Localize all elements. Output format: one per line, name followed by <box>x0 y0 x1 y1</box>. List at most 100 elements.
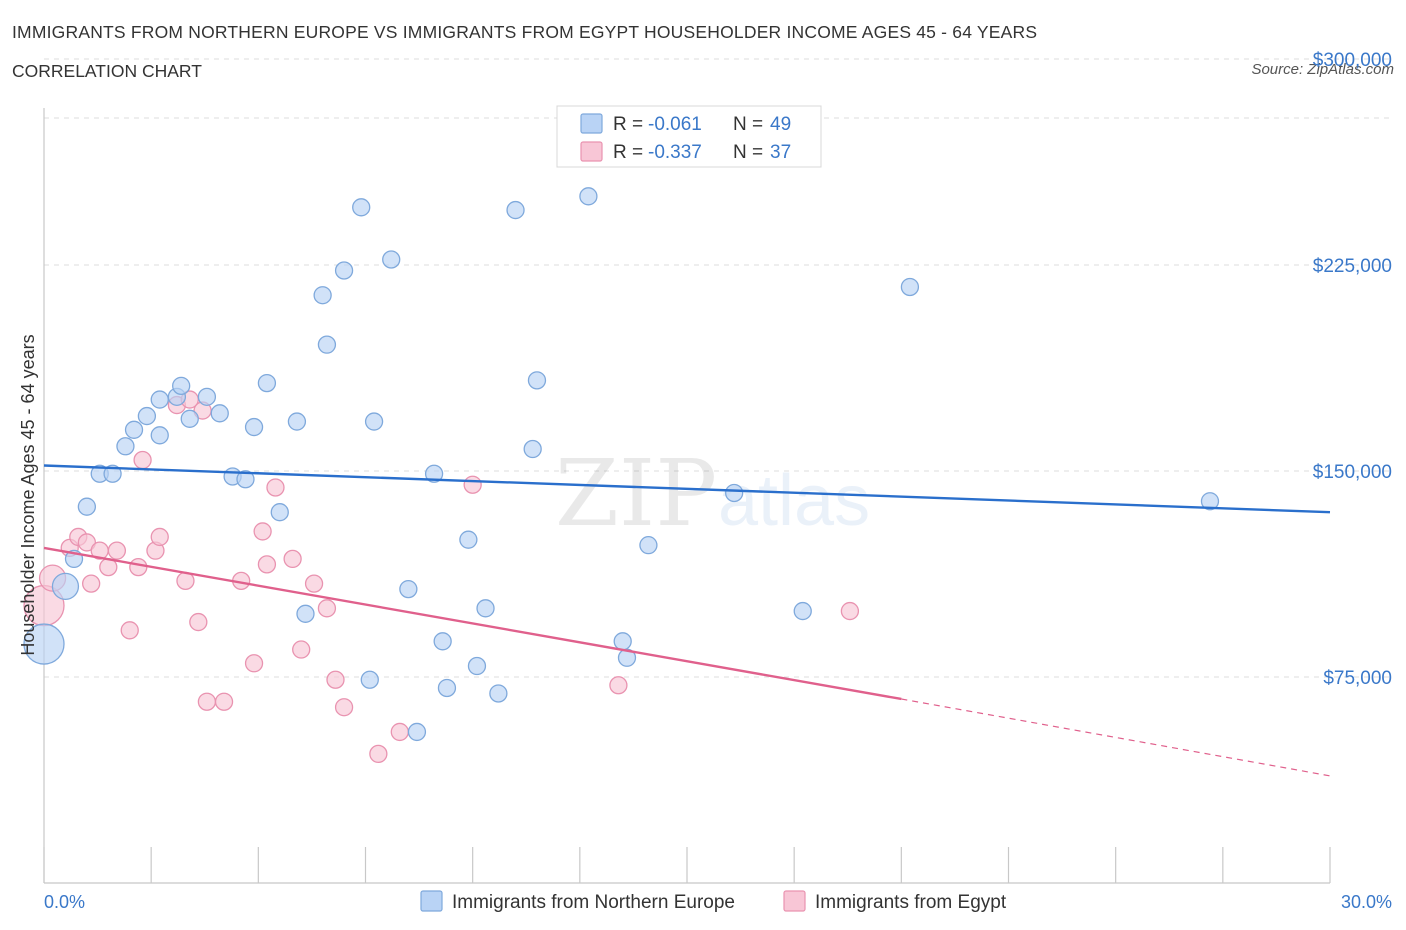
northern-europe-point <box>433 632 452 651</box>
legend-swatch-pink <box>580 141 603 162</box>
grid <box>44 58 1392 678</box>
northern-europe-point <box>236 470 255 489</box>
northern-europe-point <box>287 412 307 431</box>
bottom-legend: Immigrants from Northern Europe Immigran… <box>420 890 1007 913</box>
legend-swatch-blue <box>580 113 603 134</box>
northern-europe-point <box>317 335 337 354</box>
legend-pink-r-value: -0.337 <box>648 142 702 163</box>
northern-europe-point <box>180 409 199 428</box>
x-tick-label-max: 30.0% <box>1341 892 1392 912</box>
egypt-point <box>292 640 311 659</box>
egypt-point <box>609 676 628 695</box>
northern-europe-point <box>210 404 229 423</box>
northern-europe-point <box>506 200 525 220</box>
egypt-trend-line-extrapolated <box>901 698 1331 777</box>
northern-europe-point <box>1200 492 1220 511</box>
x-tick-label-min: 0.0% <box>44 892 85 912</box>
egypt-point <box>77 533 97 552</box>
egypt-point <box>189 612 208 632</box>
northern-europe-point <box>150 390 169 409</box>
legend-blue-r-label: R = <box>613 114 643 135</box>
egypt-point <box>266 478 285 497</box>
northern-europe-point <box>523 439 542 459</box>
northern-europe-point <box>489 684 508 703</box>
bottom-legend-swatch-blue <box>420 890 443 912</box>
legend-blue-r-value: -0.061 <box>648 114 702 135</box>
egypt-point <box>197 692 217 711</box>
northern-europe-point <box>725 483 744 503</box>
northern-europe-point <box>352 198 371 217</box>
egypt-point <box>317 599 337 618</box>
y-tick-label: $75,000 <box>1323 668 1392 689</box>
source-label: Source: ZipAtlas.com <box>1251 61 1394 78</box>
northern-europe-point <box>150 426 169 445</box>
egypt-point <box>257 555 277 574</box>
egypt-trend-line <box>43 546 902 701</box>
chart-subtitle: CORRELATION CHART <box>12 61 202 81</box>
northern-europe-point <box>270 503 289 522</box>
egypt-point <box>107 541 127 560</box>
northern-europe-point <box>793 601 812 621</box>
bottom-legend-swatch-pink <box>783 890 806 912</box>
x-ticks <box>43 847 1331 883</box>
northern-europe-point <box>51 572 80 601</box>
egypt-point <box>283 549 302 569</box>
northern-europe-point <box>437 678 457 698</box>
egypt-point <box>214 692 234 711</box>
northern-europe-point <box>424 464 444 483</box>
northern-europe-point <box>364 412 384 431</box>
legend-pink-n-value: 37 <box>770 142 791 163</box>
northern-europe-point <box>137 406 157 426</box>
egypt-point <box>840 601 860 621</box>
northern-europe-point <box>639 536 658 555</box>
northern-europe-point <box>613 632 632 651</box>
northern-europe-point <box>382 250 401 269</box>
northern-europe-point <box>244 417 264 437</box>
egypt-point <box>463 475 482 494</box>
northern-europe-point <box>197 387 217 406</box>
watermark-zip: ZIP <box>555 440 717 547</box>
northern-europe-point <box>124 420 144 439</box>
egypt-point <box>326 670 345 689</box>
northern-europe-point <box>334 261 354 280</box>
y-tick-labels: $75,000 $150,000 $225,000 $300,000 <box>1313 50 1392 689</box>
northern-europe-point <box>467 656 487 676</box>
egypt-point <box>304 574 324 593</box>
bottom-legend-pink-label: Immigrants from Egypt <box>815 892 1007 913</box>
northern-europe-point <box>77 497 97 516</box>
egypt-point <box>334 698 354 717</box>
northern-europe-point <box>313 286 332 305</box>
northern-europe-point <box>23 623 65 665</box>
y-tick-label: $300,000 <box>1313 50 1392 71</box>
northern-europe-point <box>172 376 191 396</box>
legend-pink-r-label: R = <box>613 142 643 163</box>
bottom-legend-blue-label: Immigrants from Northern Europe <box>452 892 735 913</box>
egypt-point <box>82 574 101 593</box>
egypt-point <box>369 744 388 764</box>
northern-europe-point <box>360 670 379 689</box>
legend-blue-n-value: 49 <box>770 114 791 135</box>
egypt-point <box>390 722 409 742</box>
legend-blue-n-label: N = <box>733 114 763 135</box>
northern-europe-point <box>900 277 920 297</box>
egypt-point <box>133 450 152 470</box>
watermark: ZIP atlas <box>555 440 870 547</box>
northern-europe-point <box>459 530 478 549</box>
northern-europe-trend-line <box>43 464 1331 514</box>
northern-europe-point <box>579 187 598 206</box>
egypt-point <box>120 621 139 640</box>
northern-europe-point <box>116 437 135 456</box>
chart-title: IMMIGRANTS FROM NORTHERN EUROPE VS IMMIG… <box>12 22 1038 42</box>
northern-europe-point <box>296 604 315 623</box>
y-tick-label: $150,000 <box>1313 462 1392 483</box>
northern-europe-point <box>527 371 547 390</box>
egypt-points <box>23 390 860 764</box>
watermark-atlas: atlas <box>718 461 870 541</box>
northern-europe-point <box>407 722 427 742</box>
y-tick-label: $225,000 <box>1313 256 1392 277</box>
northern-europe-point <box>476 599 495 618</box>
northern-europe-point <box>617 648 637 667</box>
y-axis-label: Householder Income Ages 45 - 64 years <box>18 334 38 655</box>
northern-europe-points <box>23 187 1220 742</box>
